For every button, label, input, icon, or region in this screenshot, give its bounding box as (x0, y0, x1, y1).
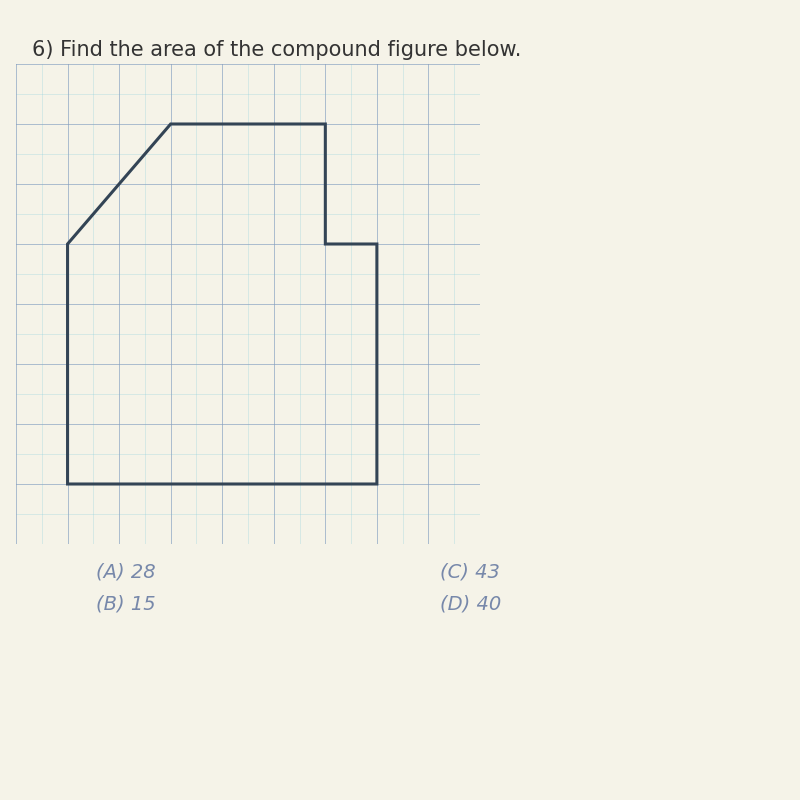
Text: (C) 43: (C) 43 (440, 562, 500, 582)
Text: (A) 28: (A) 28 (96, 562, 156, 582)
Text: (D) 40: (D) 40 (440, 594, 502, 614)
Text: 6) Find the area of the compound figure below.: 6) Find the area of the compound figure … (32, 40, 522, 60)
Text: (B) 15: (B) 15 (96, 594, 156, 614)
